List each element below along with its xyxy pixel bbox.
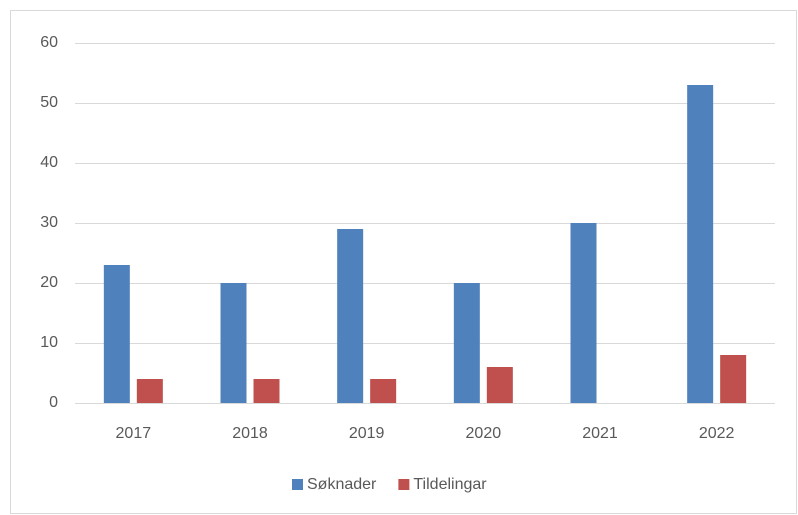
x-tick-label: 2019	[349, 425, 385, 442]
bar	[453, 283, 480, 403]
x-tick-label: 2022	[699, 425, 735, 442]
bar	[687, 85, 714, 403]
bar	[370, 379, 397, 403]
y-tick-label: 0	[49, 394, 58, 411]
x-tick-label: 2017	[116, 425, 152, 442]
bar	[570, 223, 597, 403]
x-tick-label: 2018	[232, 425, 268, 442]
bar	[103, 265, 130, 403]
y-tick-label: 10	[40, 334, 58, 351]
x-tick-label: 2021	[582, 425, 618, 442]
legend-label: Tildelingar	[413, 476, 487, 493]
y-tick-label: 40	[40, 154, 58, 171]
bar	[337, 229, 364, 403]
bar	[253, 379, 280, 403]
y-tick-label: 30	[40, 214, 58, 231]
x-tick-label: 2020	[466, 425, 502, 442]
y-tick-label: 20	[40, 274, 58, 291]
bar	[136, 379, 163, 403]
legend-swatch	[398, 479, 410, 490]
chart-border	[10, 10, 797, 514]
bar	[720, 355, 747, 403]
legend-swatch	[292, 479, 303, 490]
bar	[220, 283, 247, 403]
bar	[486, 367, 513, 403]
y-tick-label: 60	[40, 34, 58, 51]
y-tick-label: 50	[40, 94, 58, 111]
legend-label: Søknader	[307, 476, 377, 493]
